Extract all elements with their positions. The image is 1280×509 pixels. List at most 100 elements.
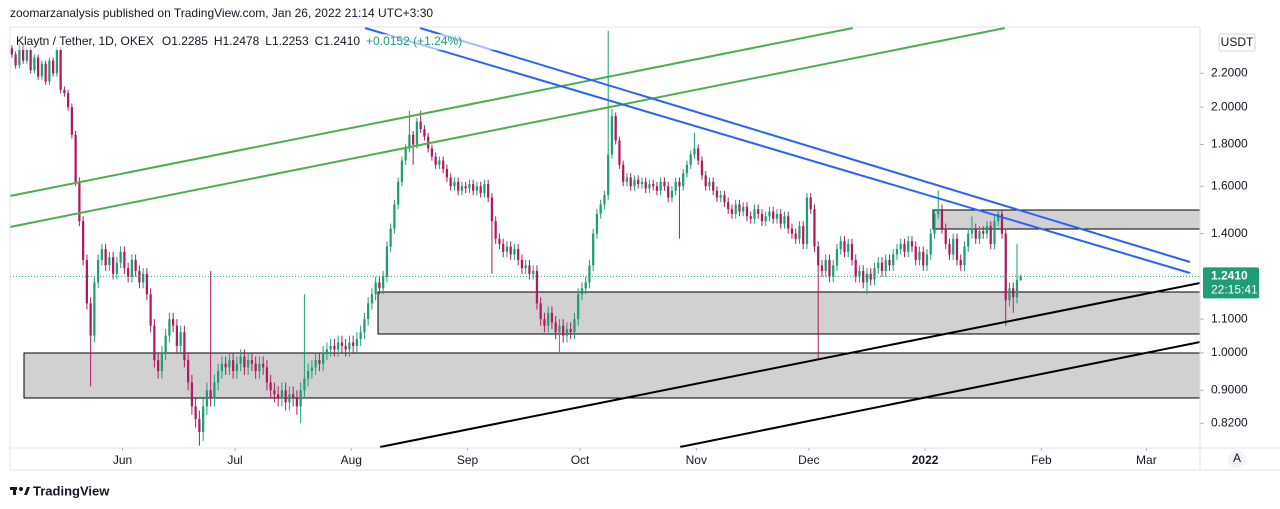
candle-body (40, 63, 44, 77)
support-zone (23, 352, 1201, 399)
candle-body (854, 259, 857, 277)
candle-body (610, 116, 614, 155)
candle-body (948, 243, 951, 255)
candle-body (194, 406, 197, 420)
candle-body (359, 332, 362, 340)
candle-body (847, 243, 850, 252)
trend-line (9, 27, 854, 197)
candle-body (228, 360, 231, 368)
trend-line (419, 27, 1191, 263)
candle-body (850, 243, 854, 260)
candle-body (479, 186, 482, 193)
candle-body (974, 228, 977, 239)
trend-line (364, 27, 1191, 274)
candle-body (933, 213, 936, 234)
candle-body (719, 195, 722, 198)
candle-body (779, 213, 782, 224)
candle-body (535, 270, 539, 304)
candle-body (1000, 213, 1004, 234)
candle-body (352, 342, 355, 346)
candle-body (790, 228, 794, 234)
candle-body (67, 93, 70, 108)
candle-body (494, 221, 497, 239)
candle-body (18, 45, 21, 66)
candle-body (925, 254, 929, 266)
candle-body (468, 184, 471, 189)
candle-body (603, 195, 606, 205)
candle-body (944, 228, 947, 244)
candle-body (370, 294, 374, 304)
candle-body (340, 342, 344, 346)
candle-body (622, 164, 625, 182)
candle-body (442, 160, 445, 169)
candle-body (708, 181, 711, 187)
candle-body (307, 371, 310, 379)
candle-body (59, 49, 62, 90)
candle-body (198, 419, 201, 433)
candle-body (367, 303, 370, 320)
logo-mark (19, 487, 23, 491)
candle-body (723, 195, 726, 203)
candle-body (449, 177, 452, 187)
candle-body (37, 57, 40, 77)
trend-line (679, 341, 1201, 448)
candle-body (460, 186, 464, 191)
candle-body (802, 226, 805, 244)
x-tick-label: Jun (113, 453, 132, 467)
candle-body (415, 121, 419, 145)
candle-body (55, 49, 59, 74)
candle-body (554, 322, 557, 333)
legend-title: Klaytn / Tether, 1D, OKEX (16, 34, 154, 48)
candle-body (453, 181, 456, 187)
legend: Klaytn / Tether, 1D, OKEX O1.2285 H1.2478… (16, 34, 462, 48)
auto-scale-label: A (1233, 451, 1241, 465)
candle-body (629, 177, 632, 187)
candle-body (205, 390, 209, 407)
candle-body (640, 181, 644, 185)
candle-body (655, 186, 659, 191)
candle-body (880, 262, 884, 271)
auto-scale-button[interactable] (1228, 450, 1246, 468)
candle-body (509, 246, 512, 255)
candle-body (333, 345, 336, 350)
candle-body (547, 312, 550, 326)
candle-body (100, 249, 104, 260)
candle-body (644, 181, 647, 189)
candle-body (532, 270, 535, 274)
candle-body (569, 328, 572, 333)
candle-body (978, 231, 981, 239)
x-tick-label: Jul (227, 453, 242, 467)
candle-body (768, 211, 771, 217)
candle-body (648, 184, 651, 189)
candle-body (145, 273, 149, 295)
countdown: 22:15:41 (1211, 283, 1258, 297)
candle-body (903, 243, 906, 252)
candle-body (239, 356, 242, 364)
currency-button[interactable] (1218, 33, 1256, 52)
candle-body (693, 148, 696, 155)
candle-body (682, 173, 685, 187)
candle-body (280, 390, 284, 399)
candle-body (794, 233, 797, 239)
candle-body (337, 342, 340, 350)
candle-body (869, 273, 872, 280)
candle-body (288, 394, 291, 403)
drawings (23, 209, 1201, 399)
candle-body (727, 202, 730, 210)
candle-body (697, 148, 700, 161)
candle-body (573, 319, 576, 333)
candle-body (269, 382, 272, 391)
legend-value: +0.0152 (+1.24%) (366, 34, 462, 48)
candle-body (757, 209, 760, 214)
candle-body (989, 226, 992, 244)
x-tick-label: Sep (457, 453, 479, 467)
candle-body (543, 319, 546, 326)
candle-body (14, 54, 17, 66)
candle-body (419, 121, 422, 130)
candle-body (348, 342, 351, 350)
candle-body (445, 168, 449, 178)
candle-body (835, 249, 839, 266)
candle-body (667, 186, 670, 198)
candle-body (490, 197, 494, 222)
